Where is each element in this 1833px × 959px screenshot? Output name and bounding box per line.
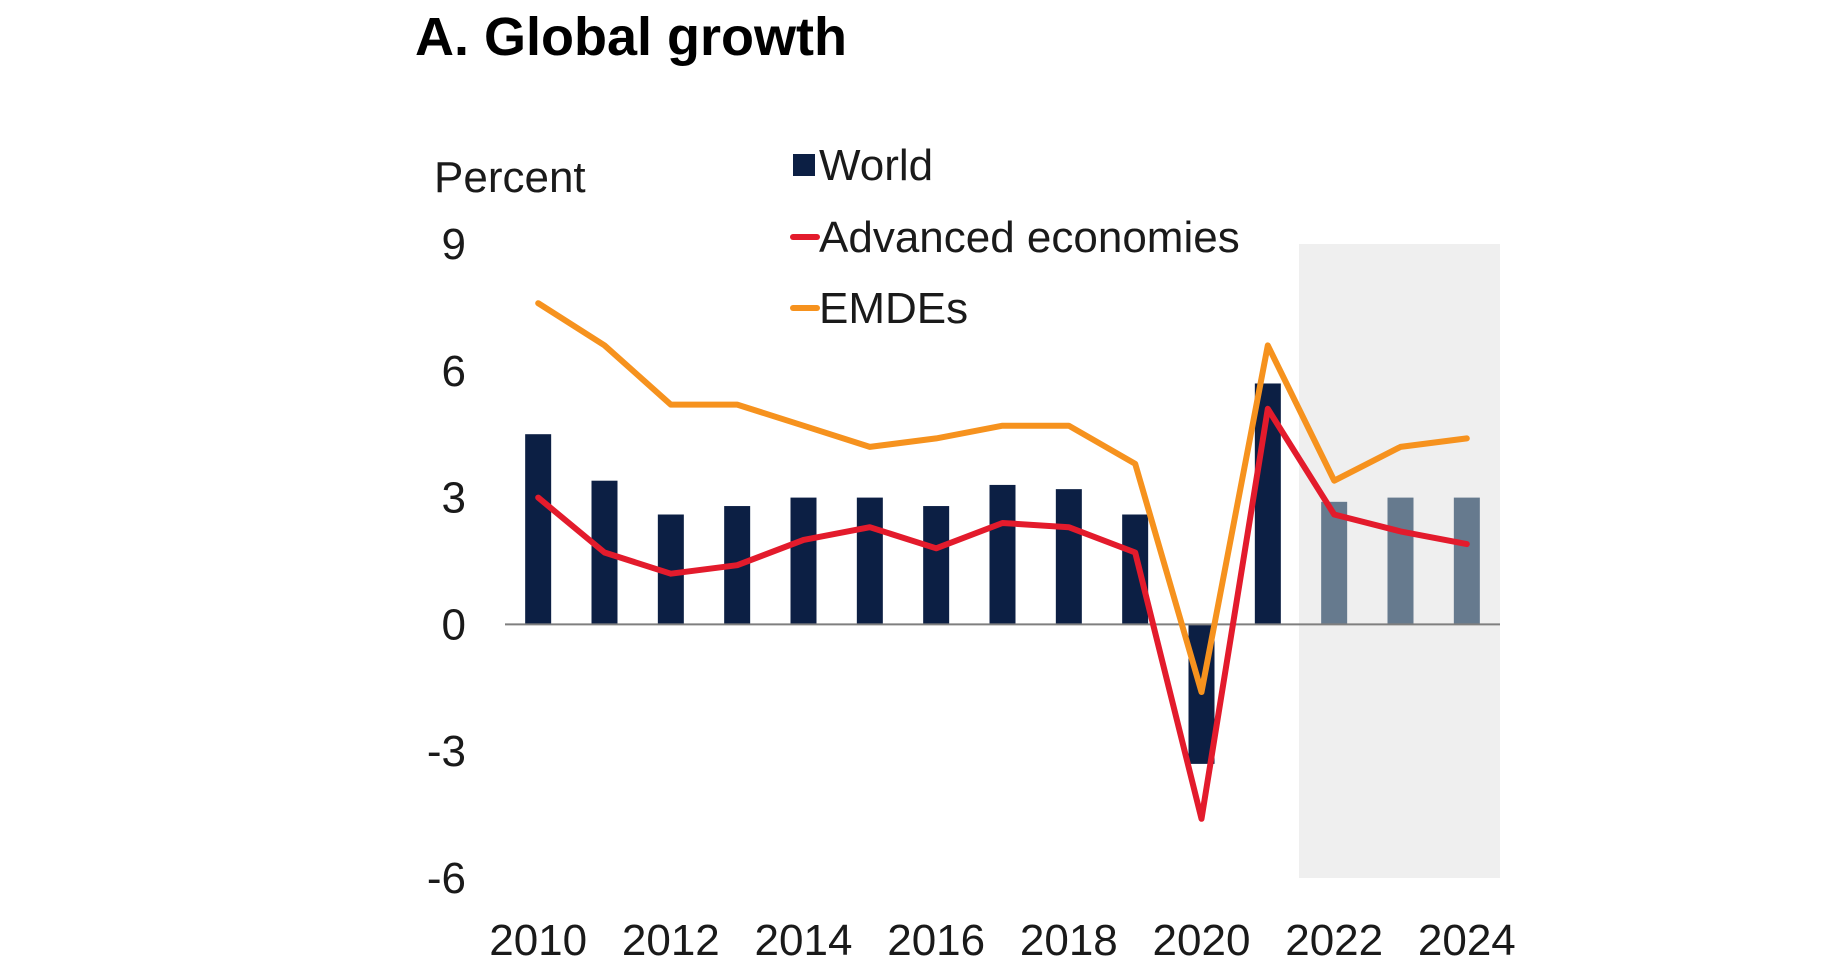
x-tick-label: 2024 (1418, 916, 1516, 959)
y-axis-label: Percent (434, 153, 586, 202)
x-tick-label: 2012 (622, 916, 720, 959)
legend-swatch-world (793, 154, 815, 176)
bar-world-2017 (989, 484, 1016, 625)
bar-world-2016 (923, 506, 950, 625)
bar-world-2019 (1122, 514, 1149, 625)
y-tick-label: 0 (442, 600, 466, 649)
bar-world-2023 (1387, 497, 1414, 625)
bar-world-2014 (790, 497, 817, 625)
bar-world-2018 (1055, 489, 1082, 625)
line-advanced-economies (535, 405, 1470, 822)
x-tick-label: 2018 (1020, 916, 1118, 959)
y-tick-label: -6 (427, 854, 466, 903)
x-tick-label: 2016 (887, 916, 985, 959)
x-tick-label: 2022 (1285, 916, 1383, 959)
bar-world-2015 (856, 497, 883, 625)
bar-world-2024 (1453, 497, 1480, 625)
y-tick-label: 3 (442, 474, 466, 523)
bar-world-2022 (1321, 501, 1348, 625)
legend-label-world: World (819, 141, 933, 190)
line-emdes (535, 300, 1470, 695)
chart-title: A. Global growth (415, 7, 847, 67)
legend-label-advanced-economies: Advanced economies (819, 213, 1240, 262)
y-axis-ticks: 9 6 3 0 -3 -6 (427, 220, 466, 903)
y-tick-label: 6 (442, 347, 466, 396)
legend-label-emdes: EMDEs (819, 284, 968, 333)
y-tick-label: -3 (427, 727, 466, 776)
x-tick-label: 2014 (755, 916, 853, 959)
y-tick-label: 9 (442, 220, 466, 269)
bar-world-2010 (525, 434, 552, 625)
x-tick-label: 2010 (489, 916, 587, 959)
x-tick-label: 2020 (1153, 916, 1251, 959)
legend: World Advanced economies EMDEs (790, 141, 1240, 333)
growth-lines (535, 300, 1470, 822)
x-axis-ticks: 2010 2012 2014 2016 2018 2020 2022 2024 (489, 916, 1516, 959)
